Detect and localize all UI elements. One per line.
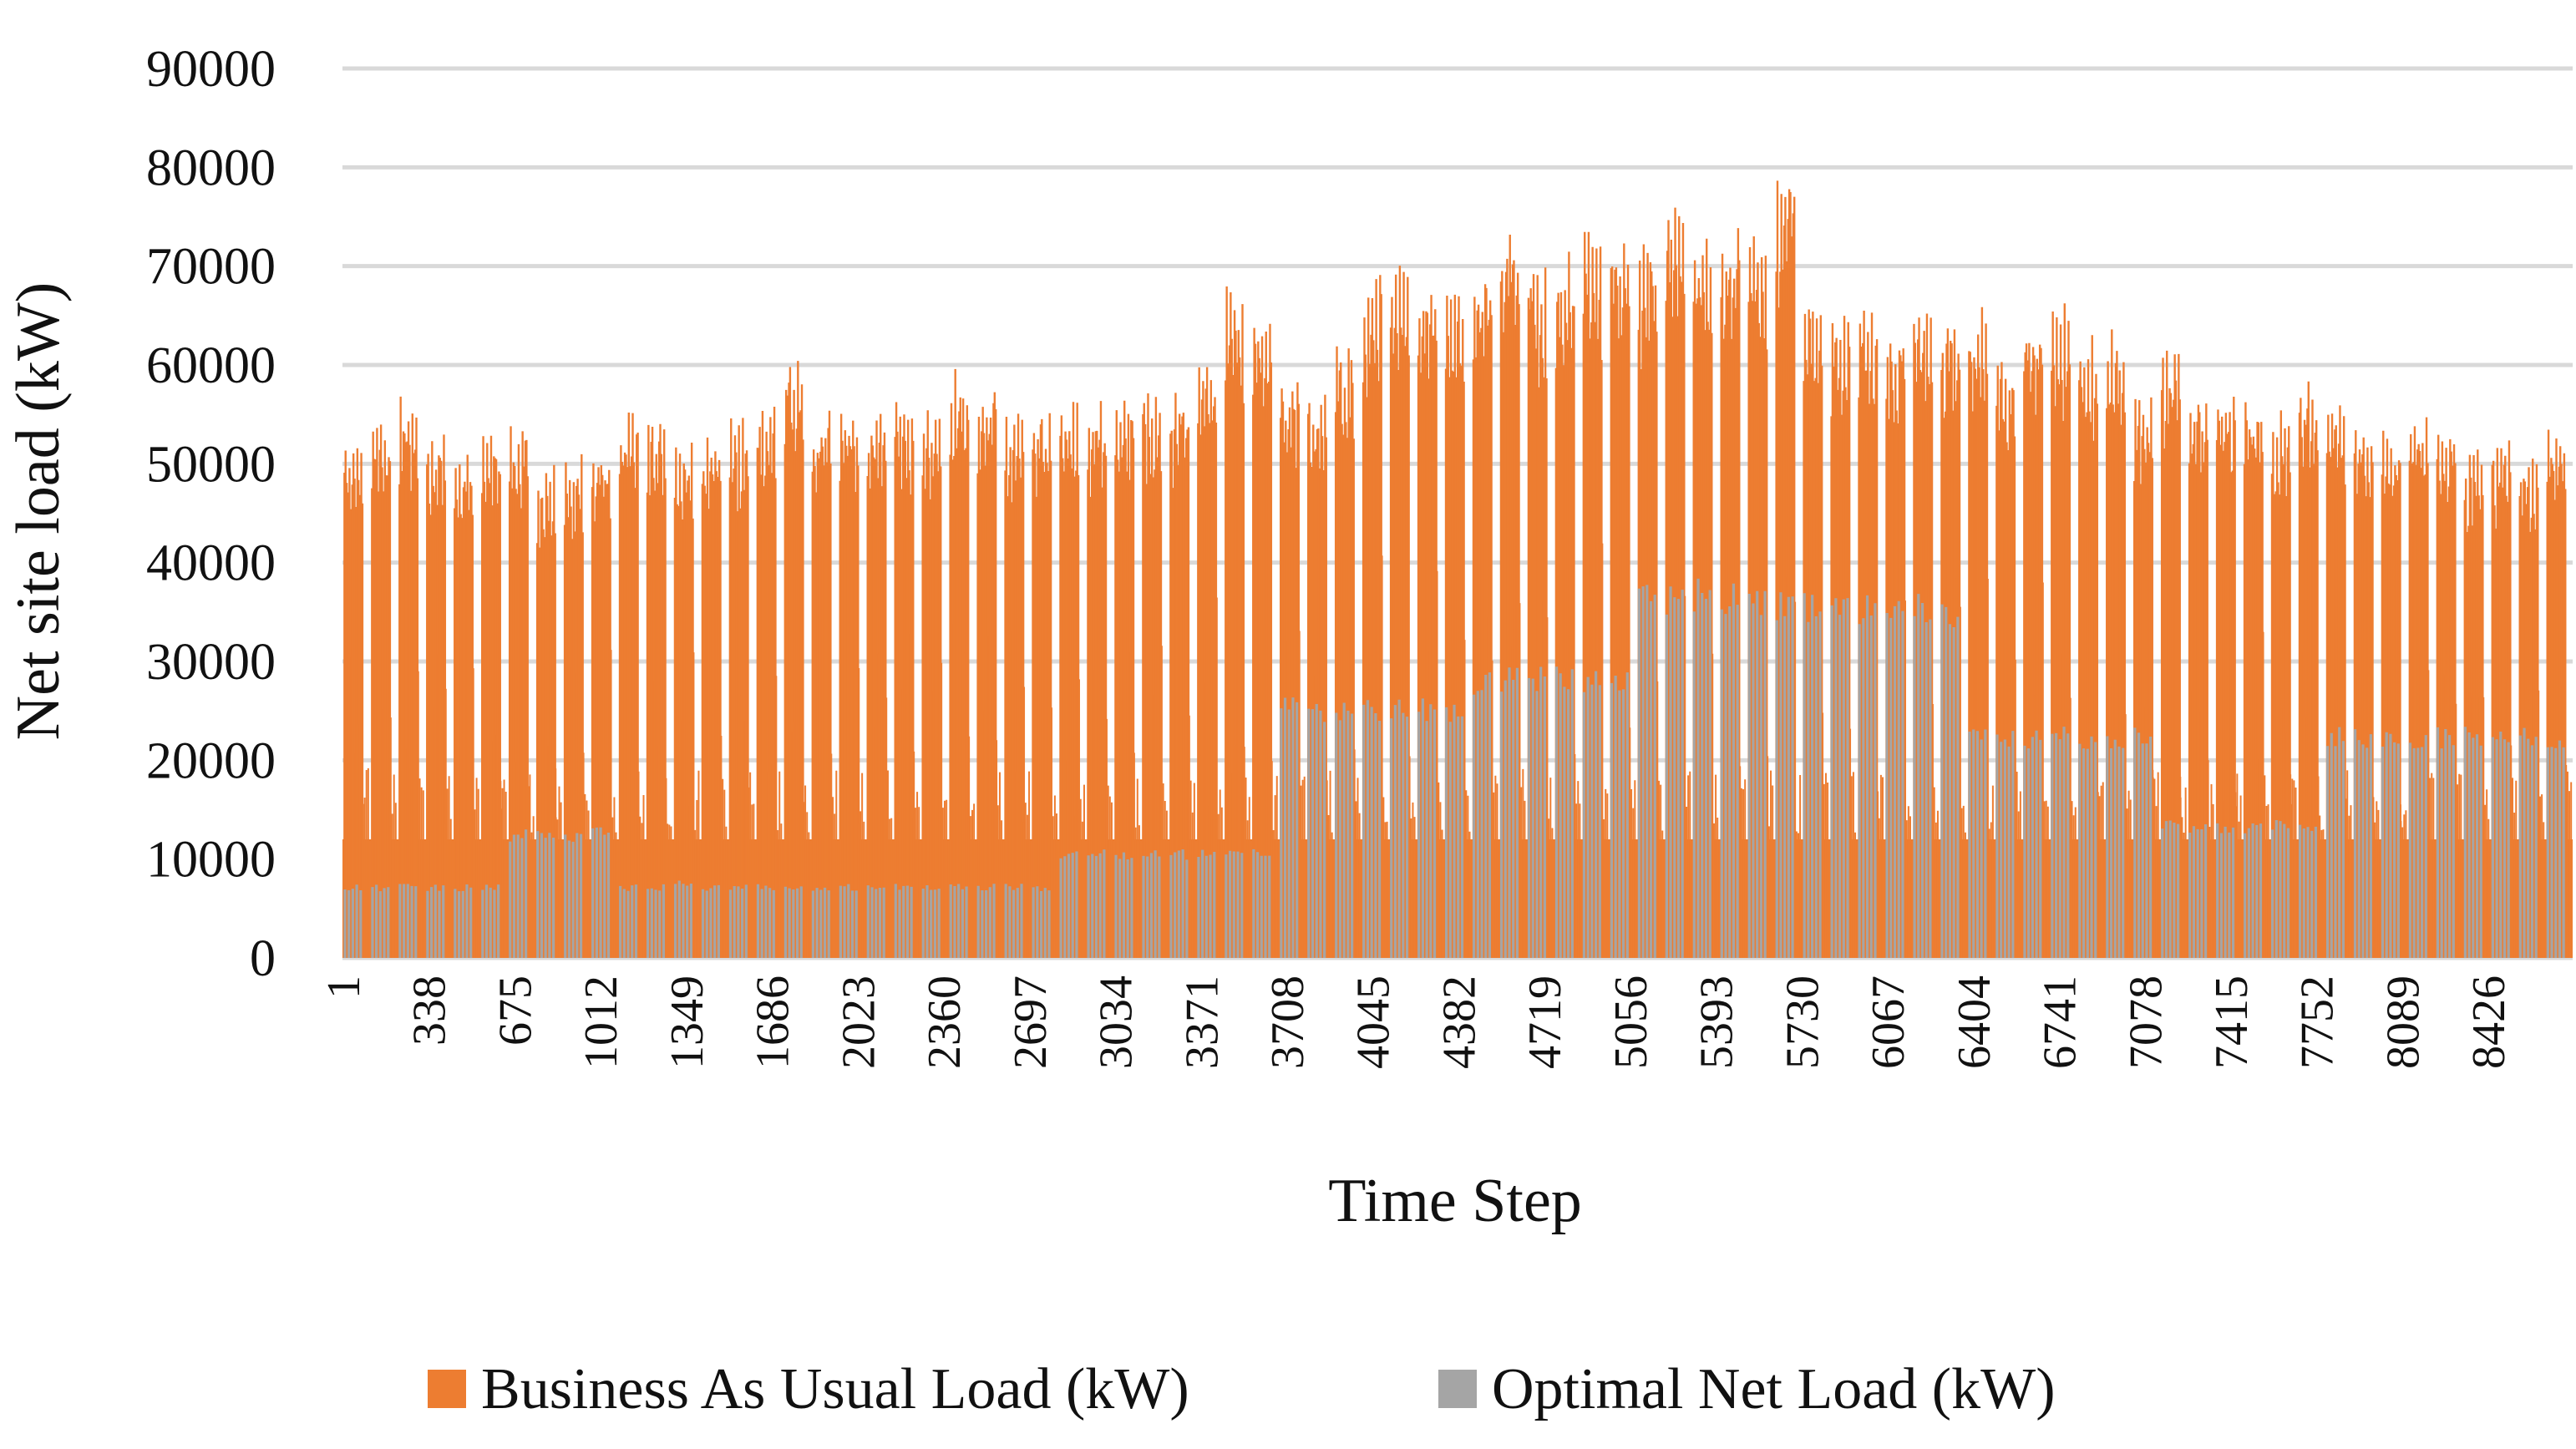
legend-swatch-optimal (1438, 1370, 1477, 1408)
x-tick-label: 5393 (1691, 975, 1743, 1069)
x-tick-label: 6404 (1949, 975, 2000, 1069)
y-tick-label: 40000 (146, 535, 276, 592)
x-axis-ticks: 1 338 675 1012 1349 1686 2023 2360 2697 3034 3371 3… (318, 975, 2515, 1069)
x-tick-label: 2697 (1005, 975, 1057, 1069)
x-tick-label: 8426 (2463, 975, 2515, 1069)
x-tick-label: 675 (489, 975, 541, 1046)
y-tick-label: 60000 (146, 337, 276, 394)
x-tick-label: 8089 (2377, 975, 2429, 1069)
y-tick-label: 50000 (146, 436, 276, 493)
x-tick-label: 2360 (919, 975, 971, 1069)
x-tick-label: 1686 (748, 975, 799, 1069)
x-tick-label: 4382 (1433, 975, 1485, 1069)
x-tick-label: 6741 (2035, 975, 2087, 1069)
optimal-net-load-series (343, 578, 2565, 958)
x-tick-label: 3708 (1262, 975, 1314, 1069)
legend: Business As Usual Load (kW) Optimal Net … (428, 1357, 2056, 1421)
x-tick-label: 1012 (576, 975, 627, 1069)
legend-label-bau: Business As Usual Load (kW) (481, 1357, 1189, 1421)
x-tick-label: 1 (318, 975, 370, 999)
x-tick-label: 6067 (1863, 975, 1914, 1069)
y-tick-label: 80000 (146, 139, 276, 196)
x-tick-label: 5056 (1605, 975, 1657, 1069)
x-tick-label: 3371 (1176, 975, 1228, 1069)
y-tick-label: 30000 (146, 634, 276, 691)
y-tick-label: 70000 (146, 239, 276, 296)
legend-swatch-bau (428, 1370, 466, 1408)
y-axis-title: Net site load (kW) (4, 282, 73, 741)
x-tick-label: 338 (404, 975, 456, 1046)
x-tick-label: 7078 (2120, 975, 2172, 1069)
x-axis-title: Time Step (1328, 1167, 1582, 1235)
x-tick-label: 3034 (1091, 975, 1143, 1069)
x-tick-label: 5730 (1777, 975, 1828, 1069)
x-tick-label: 4045 (1348, 975, 1400, 1069)
y-tick-label: 0 (250, 930, 276, 987)
x-tick-label: 7415 (2206, 975, 2258, 1069)
y-tick-label: 90000 (146, 41, 276, 98)
x-tick-label: 4719 (1519, 975, 1571, 1069)
y-tick-label: 10000 (146, 832, 276, 889)
x-tick-label: 2023 (833, 975, 885, 1069)
legend-label-optimal: Optimal Net Load (kW) (1492, 1357, 2056, 1421)
x-tick-label: 1349 (662, 975, 713, 1069)
y-tick-label: 20000 (146, 732, 276, 789)
x-tick-label: 7752 (2292, 975, 2344, 1069)
y-axis-ticks: 0 10000 20000 30000 40000 50000 60000 70000 8000… (146, 41, 276, 987)
